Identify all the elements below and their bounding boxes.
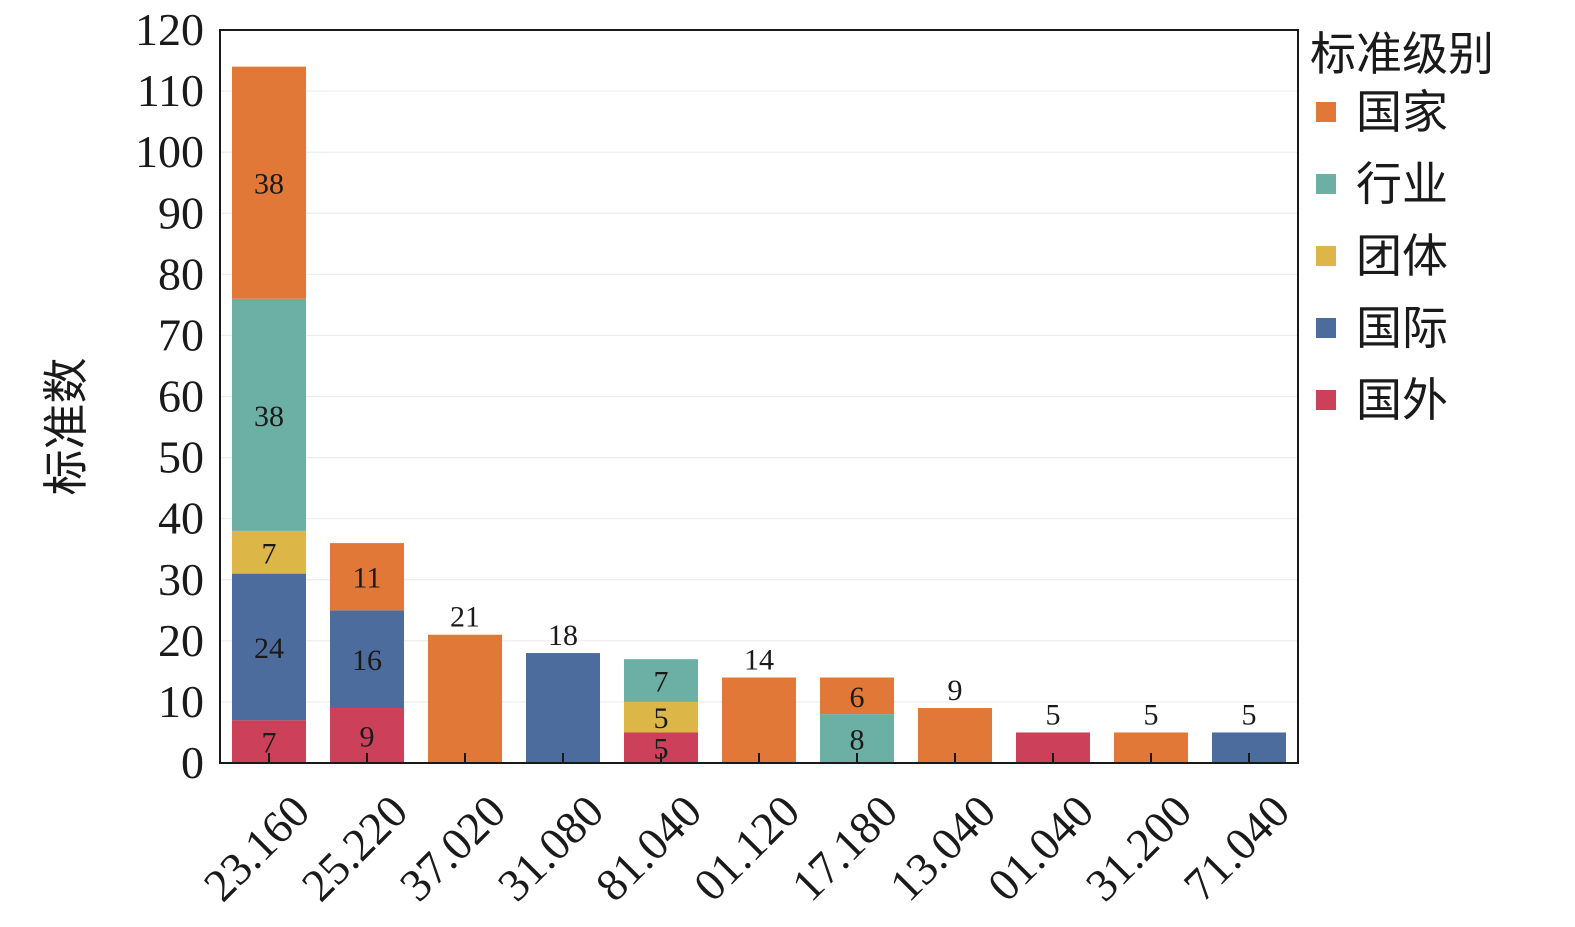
x-tick-label: 25.220 — [292, 785, 418, 911]
total-labels: 21 18 14 9 5 5 5 — [450, 601, 1257, 732]
segment-value-label: 6 — [850, 681, 865, 714]
bar-segment — [232, 66, 306, 299]
bar-segment — [526, 653, 600, 763]
legend-label: 行业 — [1356, 159, 1448, 210]
bar-segment — [232, 530, 306, 574]
x-tick-label: 71.040 — [1174, 785, 1300, 911]
bar-segment — [624, 659, 698, 702]
y-tick-label: 60 — [158, 371, 204, 422]
segment-value-label: 8 — [850, 724, 865, 757]
bar-value-label: 5 — [1144, 698, 1159, 731]
legend-label: 国际 — [1356, 303, 1448, 354]
bar-value-label: 14 — [744, 643, 774, 676]
legend-label: 团体 — [1356, 231, 1448, 282]
bar-segment — [232, 298, 306, 531]
segment-value-label: 7 — [262, 537, 277, 570]
bar-value-label: 21 — [450, 601, 480, 634]
legend-swatch — [1316, 246, 1336, 266]
segment-value-label: 38 — [254, 400, 284, 433]
legend-swatch — [1316, 390, 1336, 410]
bar-segment — [428, 634, 502, 763]
segment-value-label: 7 — [262, 727, 277, 760]
bar-segment — [330, 543, 404, 611]
segment-value-label: 5 — [654, 733, 669, 766]
segment-value-label: 7 — [654, 666, 669, 699]
segment-value-label: 16 — [352, 644, 382, 677]
legend-swatch — [1316, 174, 1336, 194]
bar-segment — [232, 573, 306, 721]
bar-segment — [330, 610, 404, 709]
bar-value-label: 9 — [948, 674, 963, 707]
bar-segment — [722, 677, 796, 763]
x-tick-label: 81.040 — [586, 785, 712, 911]
y-axis: 0 10 20 30 40 50 60 70 80 90 100 110 120 — [135, 4, 204, 788]
segment-value-label: 11 — [353, 562, 382, 595]
legend-title: 标准级别 — [1310, 29, 1494, 80]
x-tick-label: 31.200 — [1076, 785, 1202, 911]
y-tick-label: 0 — [181, 737, 204, 788]
y-tick-label: 30 — [158, 554, 204, 605]
legend-swatch — [1316, 102, 1336, 122]
segment-value-label: 24 — [254, 632, 284, 665]
y-tick-label: 20 — [158, 615, 204, 666]
bar-segment — [820, 677, 894, 715]
y-tick-label: 100 — [135, 126, 204, 177]
bar-value-label: 18 — [548, 619, 578, 652]
segment-value-label: 38 — [254, 168, 284, 201]
bar-segment — [624, 701, 698, 733]
y-tick-label: 110 — [137, 65, 204, 116]
y-tick-label: 70 — [158, 309, 204, 360]
legend-label: 国外 — [1356, 375, 1448, 426]
legend-swatch — [1316, 318, 1336, 338]
x-tick-label: 31.080 — [488, 785, 614, 911]
y-tick-label: 120 — [135, 4, 204, 55]
x-tick-label: 37.020 — [390, 785, 516, 911]
x-tick-label: 01.120 — [684, 785, 810, 911]
legend-label: 国家 — [1356, 87, 1448, 138]
y-axis-label: 标准数 — [41, 358, 92, 496]
x-tick-label: 23.160 — [194, 785, 320, 911]
bar-value-label: 5 — [1242, 698, 1257, 731]
segment-value-label: 5 — [654, 702, 669, 735]
segment-value-label: 9 — [360, 721, 375, 754]
y-tick-label: 90 — [158, 187, 204, 238]
x-axis: 23.16025.22037.02031.08081.04001.12017.1… — [194, 753, 1300, 911]
x-tick-label: 13.040 — [880, 785, 1006, 911]
x-tick-label: 17.180 — [782, 785, 908, 911]
y-tick-label: 40 — [158, 493, 204, 544]
y-tick-label: 80 — [158, 248, 204, 299]
bar-value-label: 5 — [1046, 698, 1061, 731]
bars — [232, 66, 1286, 763]
y-tick-label: 50 — [158, 432, 204, 483]
x-tick-label: 01.040 — [978, 785, 1104, 911]
y-tick-label: 10 — [158, 676, 204, 727]
